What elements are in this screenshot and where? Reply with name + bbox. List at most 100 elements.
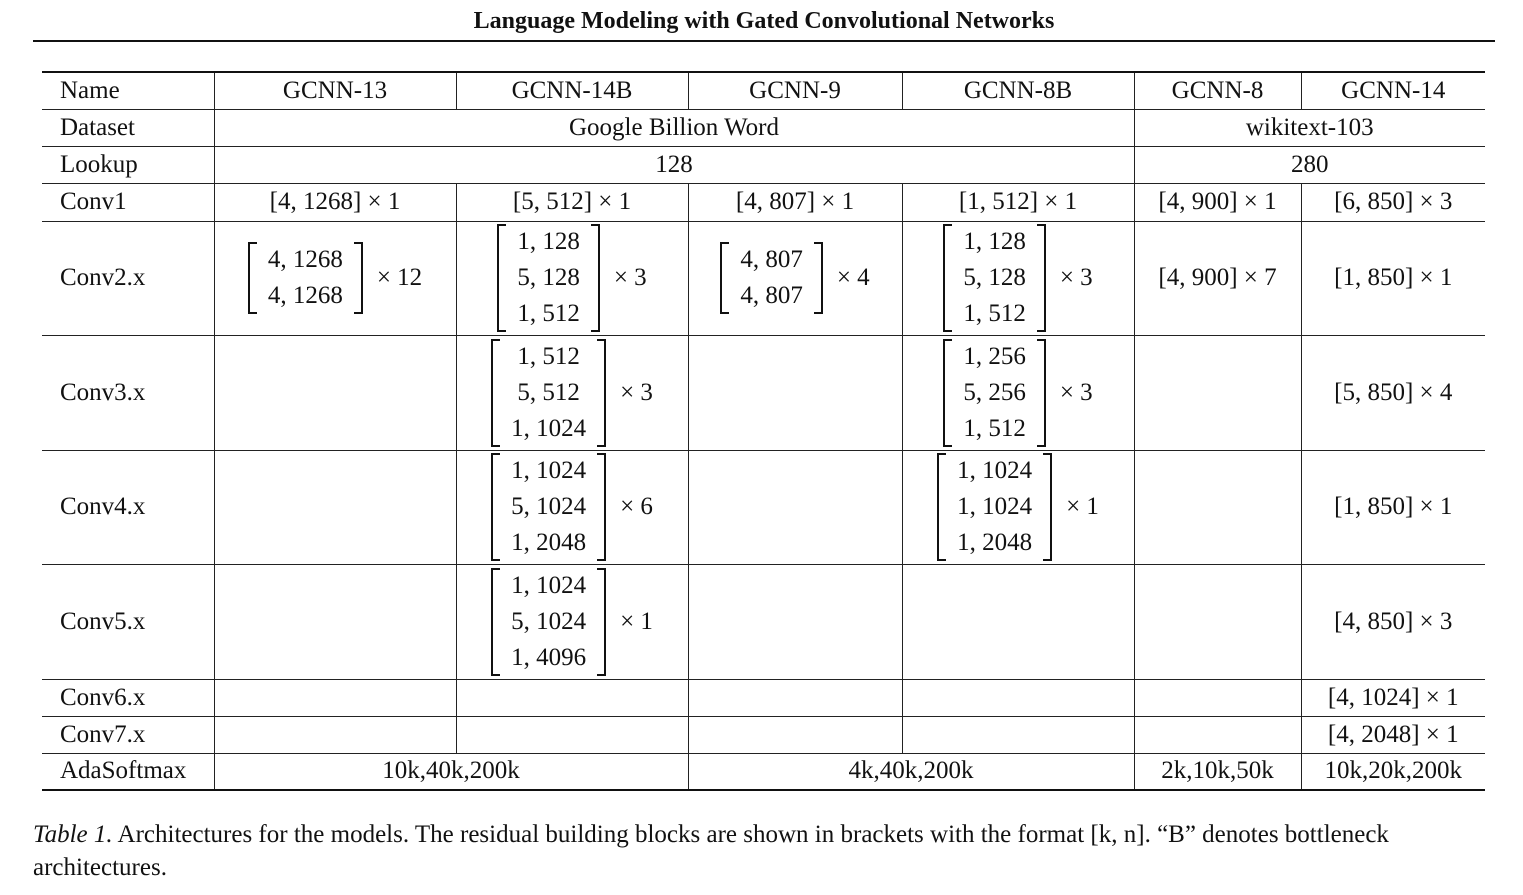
conv5-gcnn8 bbox=[1133, 563, 1302, 680]
block-multiplier: × 3 bbox=[613, 264, 647, 291]
block-multiplier: × 1 bbox=[620, 607, 653, 635]
caption-label: Table 1. bbox=[33, 821, 113, 848]
conv2-gcnn13: 4, 1268 4, 1268 × 12 bbox=[213, 220, 457, 336]
row-label-conv3: Conv3.x bbox=[42, 334, 215, 451]
block-multiplier: × 1 bbox=[1066, 493, 1099, 520]
bracket-matrix: 4, 1268 4, 1268 bbox=[247, 242, 363, 314]
conv4-gcnn14: [1, 850] × 1 bbox=[1300, 449, 1485, 565]
conv6-gcnn8b bbox=[901, 678, 1135, 717]
block-entry: 1, 1024 bbox=[957, 493, 1033, 520]
conv7-gcnn8 bbox=[1133, 715, 1302, 754]
residual-block: 1, 1024 1, 1024 1, 2048 × 1 bbox=[937, 453, 1099, 561]
column-header-gcnn14: GCNN-14 bbox=[1300, 71, 1485, 110]
conv1-gcnn13: [4, 1268] × 1 bbox=[213, 182, 457, 222]
row-label-conv6: Conv6.x bbox=[42, 678, 215, 717]
table-row-conv3: Conv3.x 1, 512 5, 512 1, 1024 × 3 1, 256… bbox=[42, 334, 1485, 451]
block-multiplier: × 3 bbox=[620, 378, 653, 406]
bracket-matrix: 1, 1024 1, 1024 1, 2048 bbox=[937, 453, 1053, 561]
row-label-conv1: Conv1 bbox=[42, 182, 215, 222]
conv2-gcnn9: 4, 807 4, 807 × 4 bbox=[687, 220, 903, 336]
table-caption: Table 1. Architectures for the models. T… bbox=[33, 818, 1495, 884]
block-entry: 1, 2048 bbox=[511, 529, 587, 556]
conv2-gcnn14: [1, 850] × 1 bbox=[1300, 220, 1485, 336]
header-rule bbox=[33, 40, 1495, 42]
column-header-gcnn9: GCNN-9 bbox=[687, 71, 903, 110]
block-entry: 1, 256 bbox=[963, 342, 1026, 370]
row-label-name: Name bbox=[42, 71, 215, 110]
block-entry: 5, 1024 bbox=[511, 493, 587, 520]
conv3-gcnn9 bbox=[687, 334, 903, 451]
table-row-conv2: Conv2.x 4, 1268 4, 1268 × 12 1, 128 5, 1… bbox=[42, 220, 1485, 336]
block-entry: 5, 1024 bbox=[511, 607, 587, 635]
block-entry: 1, 1024 bbox=[957, 457, 1033, 484]
block-entry: 4, 1268 bbox=[267, 282, 343, 309]
conv7-gcnn14: [4, 2048] × 1 bbox=[1300, 715, 1485, 754]
bracket-matrix: 1, 512 5, 512 1, 1024 bbox=[491, 338, 607, 447]
conv6-gcnn14b bbox=[455, 678, 689, 717]
residual-block: 1, 1024 5, 1024 1, 4096 × 1 bbox=[491, 567, 653, 676]
conv3-gcnn13 bbox=[213, 334, 457, 451]
bracket-matrix: 4, 807 4, 807 bbox=[720, 242, 823, 314]
table-row-conv6: Conv6.x [4, 1024] × 1 bbox=[42, 678, 1485, 717]
conv5-gcnn13 bbox=[213, 563, 457, 680]
block-entry: 4, 1268 bbox=[267, 246, 343, 273]
conv3-gcnn14: [5, 850] × 4 bbox=[1300, 334, 1485, 451]
table-header-row: Name GCNN-13 GCNN-14B GCNN-9 GCNN-8B GCN… bbox=[42, 71, 1485, 110]
adasoftmax-gcnn13-gcnn14b: 10k,40k,200k bbox=[213, 752, 689, 791]
table-row-conv7: Conv7.x [4, 2048] × 1 bbox=[42, 715, 1485, 754]
row-label-dataset: Dataset bbox=[42, 108, 215, 147]
dataset-google-billion-word: Google Billion Word bbox=[213, 108, 1135, 147]
bracket-matrix: 1, 128 5, 128 1, 512 bbox=[943, 224, 1046, 332]
conv1-gcnn9: [4, 807] × 1 bbox=[687, 182, 903, 222]
dataset-wikitext: wikitext-103 bbox=[1133, 108, 1485, 147]
block-entry: 1, 1024 bbox=[511, 414, 587, 442]
residual-block: 1, 128 5, 128 1, 512 × 3 bbox=[497, 224, 647, 332]
conv3-gcnn14b: 1, 512 5, 512 1, 1024 × 3 bbox=[455, 334, 689, 451]
block-entry: 1, 512 bbox=[517, 342, 580, 370]
conv7-gcnn8b bbox=[901, 715, 1135, 754]
block-entry: 4, 807 bbox=[740, 246, 803, 273]
row-label-lookup: Lookup bbox=[42, 145, 215, 184]
conv2-gcnn8b: 1, 128 5, 128 1, 512 × 3 bbox=[901, 220, 1135, 336]
row-label-conv7: Conv7.x bbox=[42, 715, 215, 754]
block-entry: 4, 807 bbox=[740, 282, 803, 309]
conv3-gcnn8b: 1, 256 5, 256 1, 512 × 3 bbox=[901, 334, 1135, 451]
row-label-conv2: Conv2.x bbox=[42, 220, 215, 336]
residual-block: 1, 128 5, 128 1, 512 × 3 bbox=[943, 224, 1093, 332]
adasoftmax-gcnn8: 2k,10k,50k bbox=[1133, 752, 1302, 791]
block-entry: 5, 512 bbox=[517, 378, 580, 406]
block-multiplier: × 4 bbox=[836, 264, 870, 291]
column-header-gcnn14b: GCNN-14B bbox=[455, 71, 689, 110]
conv7-gcnn14b bbox=[455, 715, 689, 754]
conv5-gcnn14: [4, 850] × 3 bbox=[1300, 563, 1485, 680]
residual-block: 1, 1024 5, 1024 1, 2048 × 6 bbox=[491, 453, 653, 561]
table-row-conv4: Conv4.x 1, 1024 5, 1024 1, 2048 × 6 1, 1… bbox=[42, 449, 1485, 565]
conv5-gcnn9 bbox=[687, 563, 903, 680]
conv6-gcnn8 bbox=[1133, 678, 1302, 717]
block-entry: 5, 128 bbox=[517, 264, 580, 291]
residual-block: 1, 256 5, 256 1, 512 × 3 bbox=[943, 338, 1093, 447]
block-multiplier: × 3 bbox=[1059, 378, 1093, 406]
column-header-gcnn13: GCNN-13 bbox=[213, 71, 457, 110]
conv4-gcnn8b: 1, 1024 1, 1024 1, 2048 × 1 bbox=[901, 449, 1135, 565]
lookup-gbw: 128 bbox=[213, 145, 1135, 184]
residual-block: 1, 512 5, 512 1, 1024 × 3 bbox=[491, 338, 653, 447]
table-row-adasoftmax: AdaSoftmax 10k,40k,200k 4k,40k,200k 2k,1… bbox=[42, 752, 1485, 791]
table-row-conv1: Conv1 [4, 1268] × 1 [5, 512] × 1 [4, 807… bbox=[42, 182, 1485, 222]
conv2-gcnn14b: 1, 128 5, 128 1, 512 × 3 bbox=[455, 220, 689, 336]
row-label-adasoftmax: AdaSoftmax bbox=[42, 752, 215, 791]
table-row-lookup: Lookup 128 280 bbox=[42, 145, 1485, 184]
conv7-gcnn13 bbox=[213, 715, 457, 754]
block-multiplier: × 6 bbox=[620, 493, 653, 520]
conv4-gcnn13 bbox=[213, 449, 457, 565]
block-entry: 1, 512 bbox=[963, 300, 1026, 327]
block-entry: 1, 4096 bbox=[511, 643, 587, 671]
caption-text: Architectures for the models. The residu… bbox=[33, 821, 1389, 881]
residual-block: 4, 807 4, 807 × 4 bbox=[720, 242, 870, 314]
conv1-gcnn8b: [1, 512] × 1 bbox=[901, 182, 1135, 222]
block-multiplier: × 12 bbox=[376, 264, 423, 291]
bracket-matrix: 1, 256 5, 256 1, 512 bbox=[943, 338, 1046, 447]
block-entry: 5, 256 bbox=[963, 378, 1026, 406]
block-entry: 5, 128 bbox=[963, 264, 1026, 291]
column-header-gcnn8: GCNN-8 bbox=[1133, 71, 1302, 110]
